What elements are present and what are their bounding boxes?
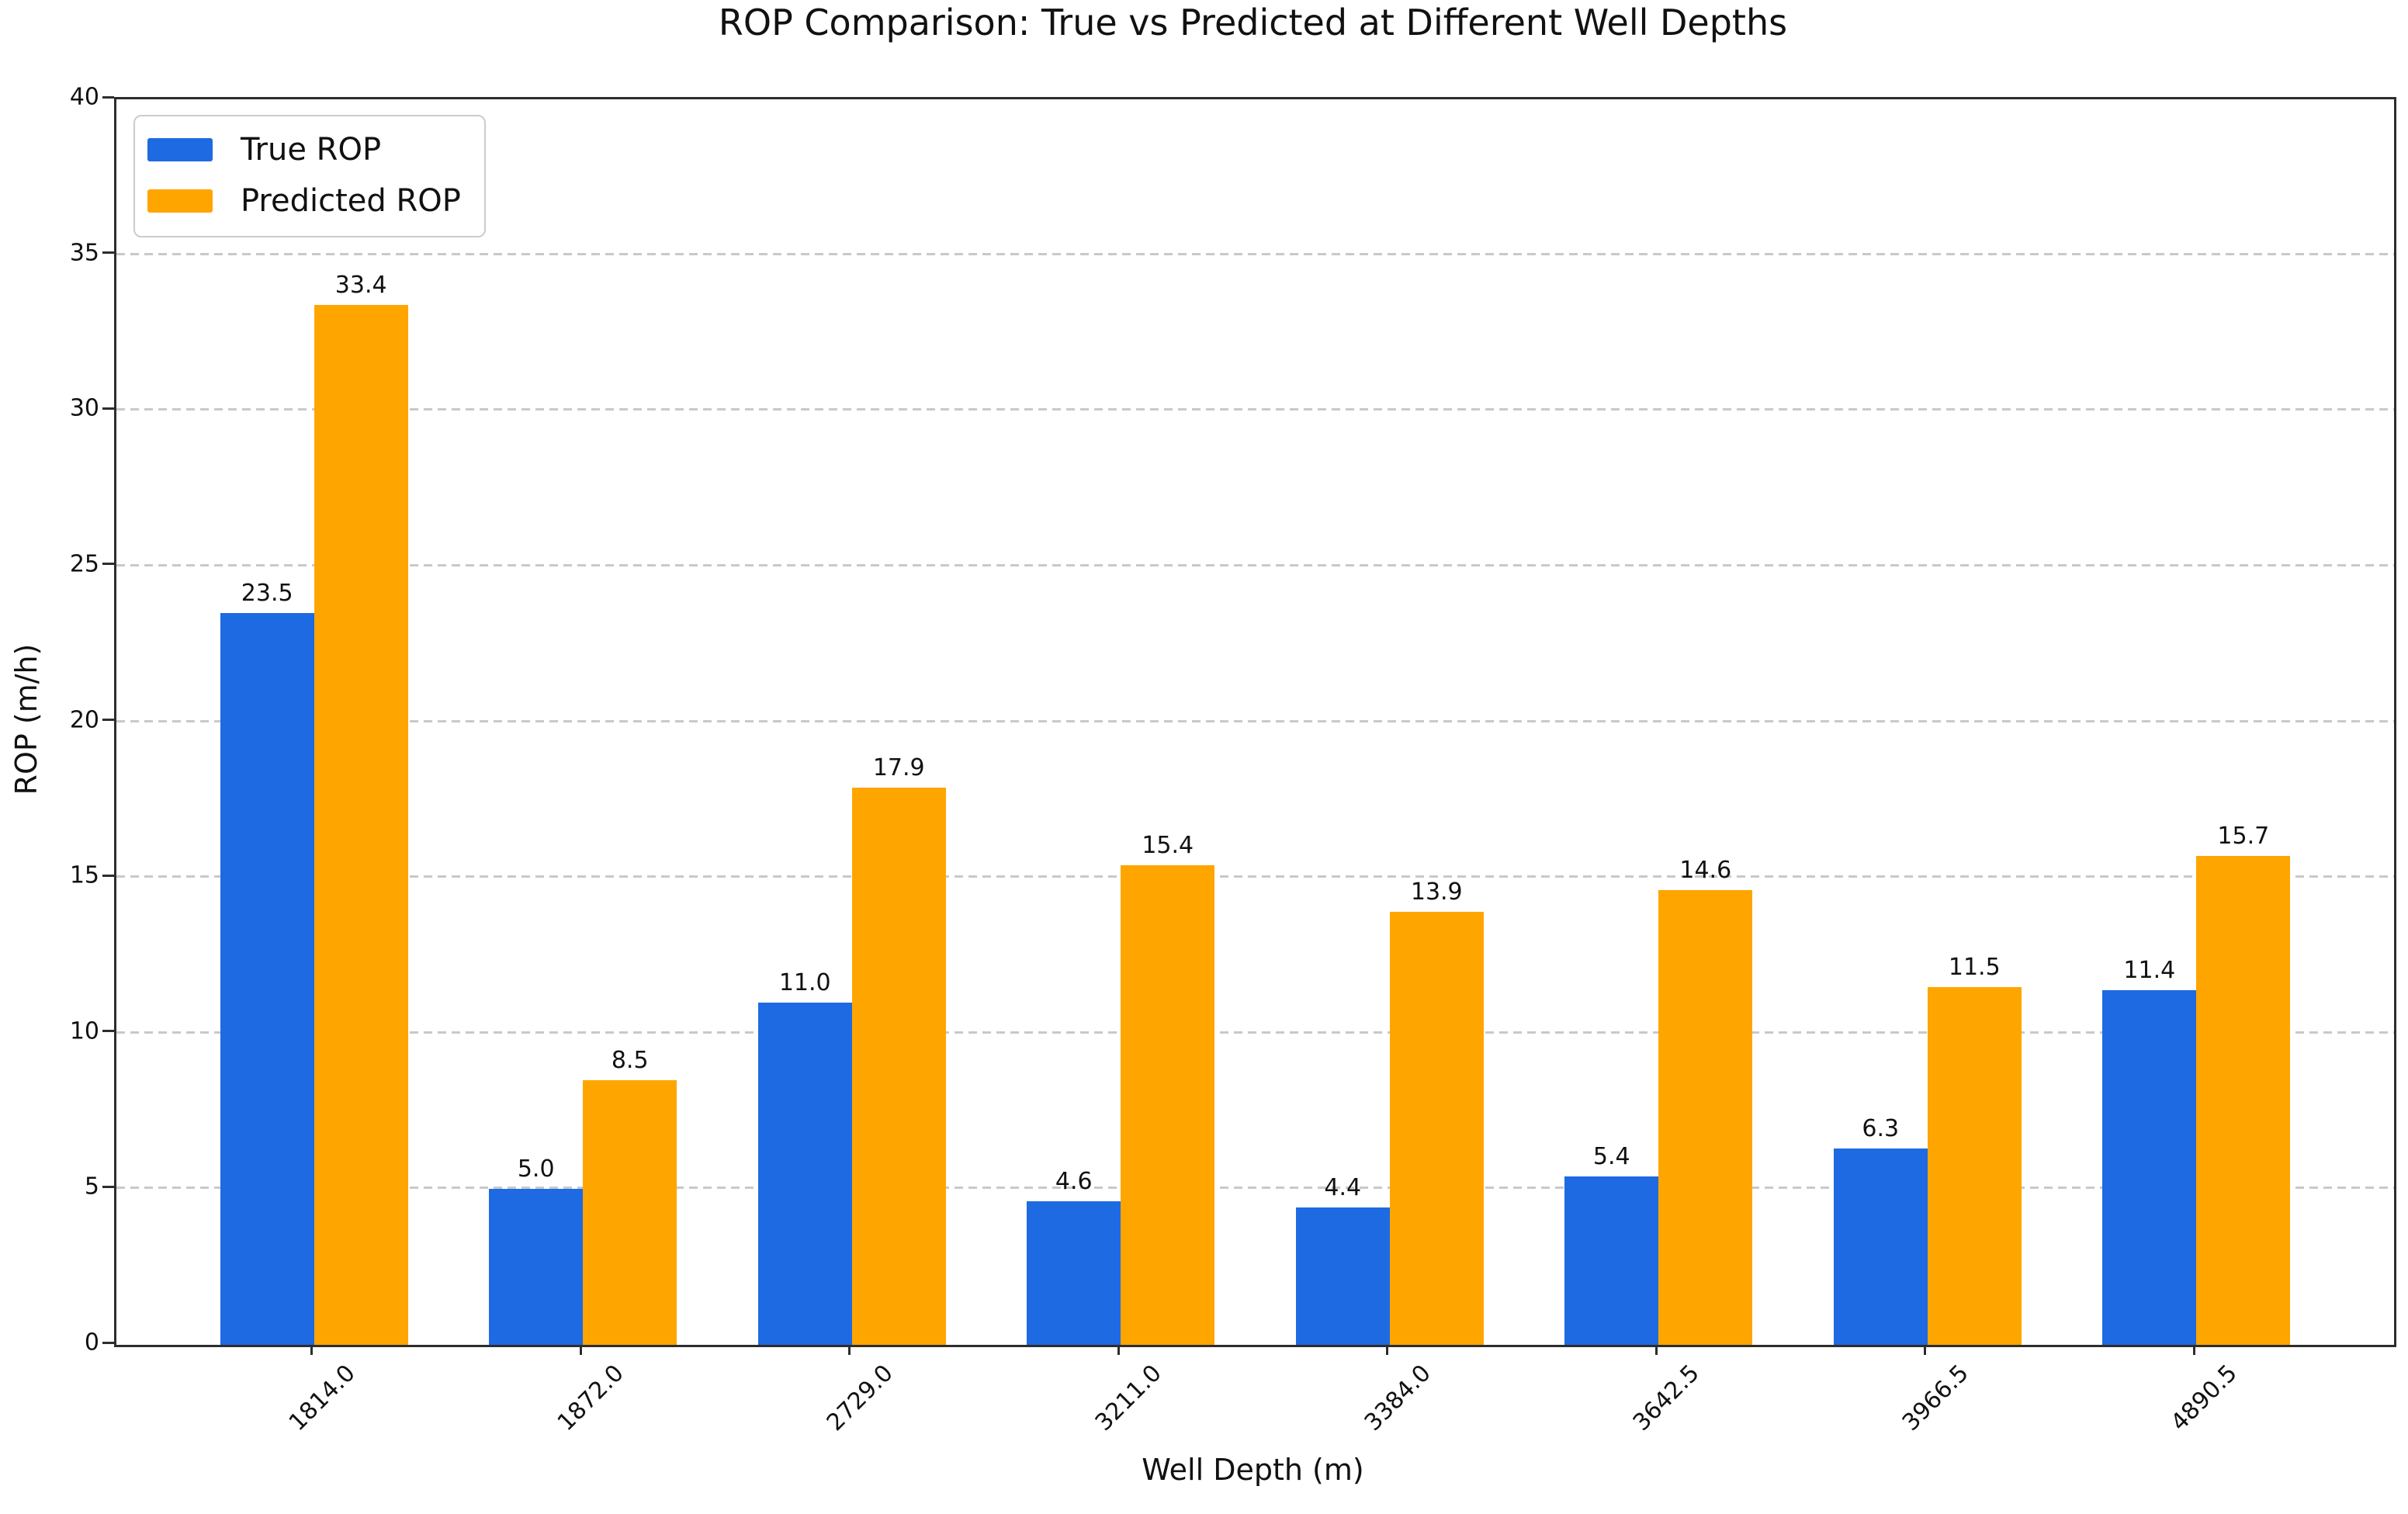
y-tick-label: 25 (69, 550, 99, 578)
gridline-35 (116, 252, 2394, 255)
y-tick-label: 15 (69, 861, 99, 889)
legend-item-true-rop: True ROP (147, 132, 461, 168)
bar-value-label: 13.9 (1410, 878, 1463, 906)
gridline-30 (116, 408, 2394, 411)
bar-true-rop-2729.0: 11.0 (757, 969, 852, 1345)
legend-swatch-predicted-rop (147, 189, 213, 213)
bar-predicted-rop-2729.0: 17.9 (851, 754, 946, 1345)
y-tick-mark (102, 1185, 114, 1188)
bar-true-rop-3642.5: 5.4 (1564, 1143, 1659, 1345)
x-tick-label: 3966.5 (1897, 1360, 1974, 1436)
bar-predicted-rop-3642.5: 14.6 (1658, 857, 1753, 1345)
bar-value-label: 5.4 (1592, 1143, 1630, 1171)
bar-true-rop-4890.5: 11.4 (2102, 957, 2197, 1345)
y-tick-label: 0 (84, 1329, 99, 1356)
y-tick-mark (102, 251, 114, 255)
bar-value-label: 8.5 (611, 1046, 649, 1074)
bar-value-label: 4.4 (1324, 1174, 1362, 1202)
bar-value-label: 11.4 (2123, 956, 2176, 984)
y-tick-label: 20 (69, 706, 99, 733)
gridline-10 (116, 1031, 2394, 1034)
legend-label-predicted-rop: Predicted ROP (241, 183, 461, 219)
gridline-25 (116, 563, 2394, 566)
x-tick-label: 3384.0 (1359, 1360, 1436, 1436)
bar-true-rop-3384.0: 4.4 (1295, 1174, 1390, 1345)
bar-value-label: 6.3 (1862, 1115, 1900, 1143)
y-tick-mark (102, 95, 114, 99)
x-tick-label: 1814.0 (283, 1360, 361, 1436)
bar-value-label: 33.4 (334, 271, 387, 299)
x-tick-mark (579, 1345, 582, 1355)
y-tick-mark (102, 563, 114, 566)
y-tick-mark (102, 407, 114, 410)
bar-value-label: 15.4 (1142, 832, 1194, 860)
bar-value-label: 11.0 (778, 968, 831, 996)
y-axis-label: ROP (m/h) (9, 643, 43, 795)
bar-true-rop-1872.0: 5.0 (489, 1155, 584, 1345)
bar-predicted-rop-1872.0: 8.5 (583, 1047, 677, 1345)
x-tick-label: 4890.5 (2166, 1360, 2243, 1436)
x-tick-mark (1924, 1345, 1927, 1355)
legend-item-predicted-rop: Predicted ROP (147, 183, 461, 219)
gridline-20 (116, 719, 2394, 722)
bar-value-label: 23.5 (241, 580, 293, 608)
gridline-15 (116, 875, 2394, 878)
bar-predicted-rop-1814.0: 33.4 (314, 272, 408, 1345)
x-tick-mark (848, 1345, 851, 1355)
legend-label-true-rop: True ROP (241, 132, 382, 168)
x-tick-mark (310, 1345, 314, 1355)
bar-predicted-rop-3966.5: 11.5 (1927, 954, 2022, 1345)
x-tick-mark (1117, 1345, 1120, 1355)
bar-predicted-rop-3211.0: 15.4 (1121, 832, 1215, 1345)
x-tick-label: 3642.5 (1628, 1360, 1706, 1436)
bar-predicted-rop-3384.0: 13.9 (1389, 878, 1484, 1345)
x-axis-label: Well Depth (m) (1142, 1453, 1364, 1487)
x-tick-mark (2192, 1345, 2195, 1355)
y-tick-label: 40 (69, 83, 99, 111)
legend: True ROP Predicted ROP (133, 115, 486, 237)
y-tick-label: 35 (69, 239, 99, 267)
bar-true-rop-3966.5: 6.3 (1833, 1115, 1928, 1345)
legend-swatch-true-rop (147, 138, 213, 161)
bar-value-label: 15.7 (2217, 823, 2270, 851)
bar-true-rop-1814.0: 23.5 (220, 580, 314, 1345)
x-tick-mark (1654, 1345, 1658, 1355)
y-tick-mark (102, 874, 114, 877)
y-tick-label: 30 (69, 394, 99, 422)
x-tick-label: 2729.0 (821, 1360, 899, 1436)
y-tick-label: 10 (69, 1017, 99, 1045)
chart-title: ROP Comparison: True vs Predicted at Dif… (718, 2, 1788, 43)
bar-value-label: 17.9 (872, 754, 925, 781)
bar-value-label: 11.5 (1948, 953, 2001, 981)
x-tick-label: 1872.0 (552, 1360, 629, 1436)
bar-value-label: 5.0 (517, 1155, 555, 1183)
bar-value-label: 14.6 (1679, 857, 1732, 885)
gridline-5 (116, 1187, 2394, 1190)
y-tick-mark (102, 719, 114, 721)
bar-value-label: 4.6 (1055, 1168, 1093, 1196)
y-tick-label: 5 (84, 1173, 99, 1200)
y-tick-mark (102, 1341, 114, 1344)
bar-true-rop-3211.0: 4.6 (1027, 1168, 1121, 1345)
y-tick-mark (102, 1030, 114, 1033)
x-tick-label: 3211.0 (1090, 1360, 1167, 1436)
bar-predicted-rop-4890.5: 15.7 (2196, 823, 2291, 1345)
plot-area: 23.5 33.4 5.0 8.5 11.0 17.9 4.6 15.4 4.4 13.9 5.4 1… (114, 97, 2396, 1347)
x-tick-mark (1386, 1345, 1389, 1355)
